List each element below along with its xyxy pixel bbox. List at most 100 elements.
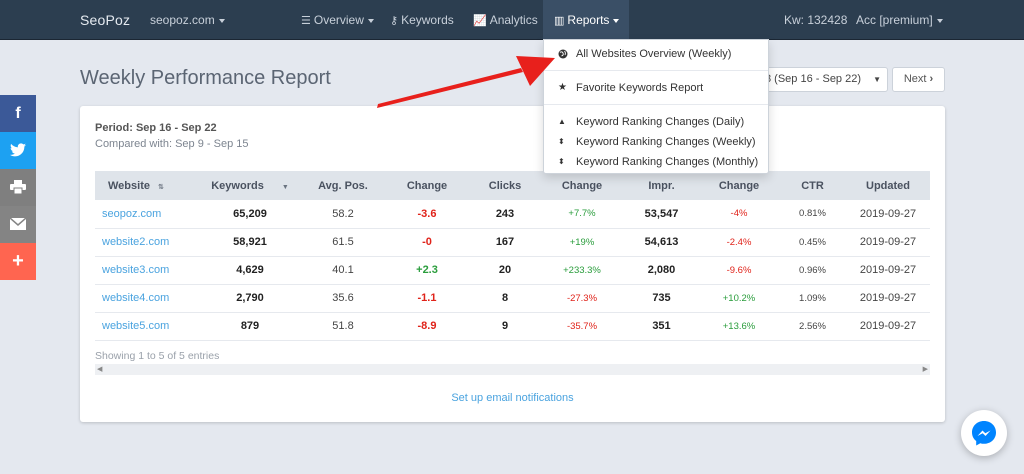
column-header-label: Keywords — [211, 179, 264, 192]
email-share-button[interactable] — [0, 206, 36, 243]
table-info: Showing 1 to 5 of 5 entries — [95, 350, 220, 362]
column-header-label: Change — [718, 179, 760, 192]
avg-pos-cell: 58.2 — [332, 207, 354, 220]
column-header-label: Change — [561, 179, 603, 192]
facebook-share-button[interactable]: f — [0, 95, 36, 132]
website-link[interactable]: seopoz.com — [102, 207, 162, 220]
messenger-chat-button[interactable] — [961, 410, 1007, 456]
website-link[interactable]: website4.com — [102, 292, 170, 304]
next-button[interactable]: Next › — [892, 67, 945, 92]
menu-icon: ☰ — [301, 15, 311, 27]
menu-item-label: Favorite Keywords Report — [576, 82, 704, 94]
menu-item-label: Keyword Ranking Changes (Daily) — [576, 116, 745, 128]
site-selector[interactable]: seopoz.com — [150, 0, 225, 40]
impr-change-cell: -4% — [730, 208, 748, 220]
menu-item-favorite-keywords-report[interactable]: ★ Favorite Keywords Report — [544, 79, 768, 97]
sort-desc-icon: ▼ — [281, 183, 289, 191]
keywords-cell: 879 — [240, 320, 260, 332]
pos-change-cell: -8.9 — [417, 320, 437, 332]
nav-overview[interactable]: ☰ Overview — [301, 0, 374, 40]
clicks-change-cell: +7.7% — [568, 208, 596, 220]
column-header-keywords[interactable]: Keywords ▼ — [198, 171, 302, 200]
scroll-right-icon[interactable]: ▶ — [922, 366, 928, 373]
column-header-label: Avg. Pos. — [318, 179, 368, 192]
impr-cell: 53,547 — [644, 207, 679, 220]
impr-change-cell: +13.6% — [722, 320, 756, 332]
menu-item-label: Keyword Ranking Changes (Weekly) — [576, 136, 756, 148]
updated-cell: 2019-09-27 — [859, 207, 917, 220]
column-header-clicks-change[interactable]: Change — [540, 171, 624, 200]
share-plus-icon: + — [12, 250, 24, 272]
column-header-label: Clicks — [488, 179, 522, 192]
updated-cell: 2019-09-27 — [859, 292, 917, 304]
keywords-cell: 58,921 — [233, 236, 267, 248]
line-chart-icon: 📈 — [473, 15, 487, 27]
reports-dropdown-menu: All Websites Overview (Weekly) ★ Favorite… — [543, 39, 769, 174]
date-range-select[interactable]: 8 (Sep 16 - Sep 22) ▼ — [760, 67, 888, 92]
menu-item-ranking-changes-monthly[interactable]: ⬍ Keyword Ranking Changes (Monthly) — [544, 153, 768, 171]
chevron-right-icon: › — [929, 73, 934, 85]
table-row: seopoz.com 65,209 58.2 -3.6 243 +7.7% 53… — [95, 200, 930, 228]
avg-pos-cell: 51.8 — [332, 320, 354, 332]
impr-cell: 351 — [652, 320, 671, 332]
menu-item-ranking-changes-weekly[interactable]: ⬍ Keyword Ranking Changes (Weekly) — [544, 133, 768, 151]
ctr-cell: 0.45% — [799, 236, 826, 248]
account-menu[interactable]: Acc [premium] — [856, 0, 943, 40]
clicks-cell: 20 — [498, 264, 512, 276]
website-link[interactable]: website5.com — [102, 320, 170, 332]
menu-item-ranking-changes-daily[interactable]: ▲ Keyword Ranking Changes (Daily) — [544, 113, 768, 131]
keywords-cell: 65,209 — [233, 207, 267, 220]
ctr-cell: 2.56% — [799, 320, 826, 332]
next-label: Next — [903, 73, 927, 85]
nav-reports-label: Reports — [567, 13, 610, 27]
column-header-website[interactable]: Website ⇅ — [95, 171, 198, 200]
column-header-avg-pos[interactable]: Avg. Pos. — [302, 171, 384, 200]
email-notifications-link[interactable]: Set up email notifications — [451, 392, 574, 404]
scroll-left-icon[interactable]: ◀ — [97, 366, 103, 373]
ctr-cell: 0.96% — [799, 264, 826, 276]
twitter-share-button[interactable] — [0, 132, 36, 169]
nav-keywords[interactable]: ⚷ Keywords — [390, 0, 454, 40]
table-header-row: Website ⇅ Keywords ▼ Avg. Pos. Change Clic… — [95, 171, 930, 200]
site-selector-label: seopoz.com — [150, 13, 215, 27]
updated-cell: 2019-09-27 — [859, 236, 917, 248]
print-button[interactable] — [0, 169, 36, 206]
more-share-button[interactable]: + — [0, 243, 36, 280]
avg-pos-cell: 61.5 — [332, 236, 354, 248]
nav-analytics[interactable]: 📈 Analytics — [473, 0, 538, 40]
sort-icon: ▲ — [558, 117, 566, 126]
bar-chart-icon: ▥ — [554, 15, 565, 27]
column-header-pos-change[interactable]: Change — [384, 171, 470, 200]
table-row: website3.com 4,629 40.1 +2.3 20 +233.3% … — [95, 256, 930, 284]
pos-change-cell: -1.1 — [417, 292, 437, 304]
column-header-label: Updated — [866, 179, 910, 192]
column-header-label: Impr. — [648, 179, 675, 192]
print-icon — [10, 180, 26, 195]
website-link[interactable]: website3.com — [102, 264, 170, 276]
ctr-cell: 1.09% — [799, 292, 826, 304]
column-header-updated[interactable]: Updated — [846, 171, 930, 200]
clicks-change-cell: -35.7% — [566, 320, 598, 332]
clicks-cell: 243 — [495, 207, 515, 220]
column-header-impr-change[interactable]: Change — [699, 171, 779, 200]
key-icon: ⚷ — [390, 15, 399, 27]
messenger-icon — [972, 421, 996, 446]
brand-logo[interactable]: SeoPoz — [80, 12, 131, 28]
nav-reports[interactable]: ▥ Reports — [543, 0, 629, 40]
column-header-ctr[interactable]: CTR — [779, 171, 846, 200]
facebook-icon: f — [15, 105, 21, 122]
nav-overview-label: Overview — [313, 13, 364, 27]
period-label: Period: Sep 16 - Sep 22 — [95, 122, 217, 134]
sort-icon: ⇅ — [157, 183, 164, 191]
column-header-impressions[interactable]: Impr. — [624, 171, 699, 200]
compared-label: Compared with: Sep 9 - Sep 15 — [95, 138, 249, 150]
pos-change-cell: -3.6 — [417, 207, 437, 220]
menu-item-all-websites-overview[interactable]: All Websites Overview (Weekly) — [544, 45, 768, 63]
column-header-clicks[interactable]: Clicks — [470, 171, 540, 200]
page-title: Weekly Performance Report — [80, 67, 331, 89]
chevron-down-icon — [613, 18, 620, 23]
horizontal-scrollbar[interactable]: ◀ ▶ — [95, 364, 930, 375]
keywords-cell: 4,629 — [236, 264, 264, 276]
website-link[interactable]: website2.com — [102, 236, 170, 248]
